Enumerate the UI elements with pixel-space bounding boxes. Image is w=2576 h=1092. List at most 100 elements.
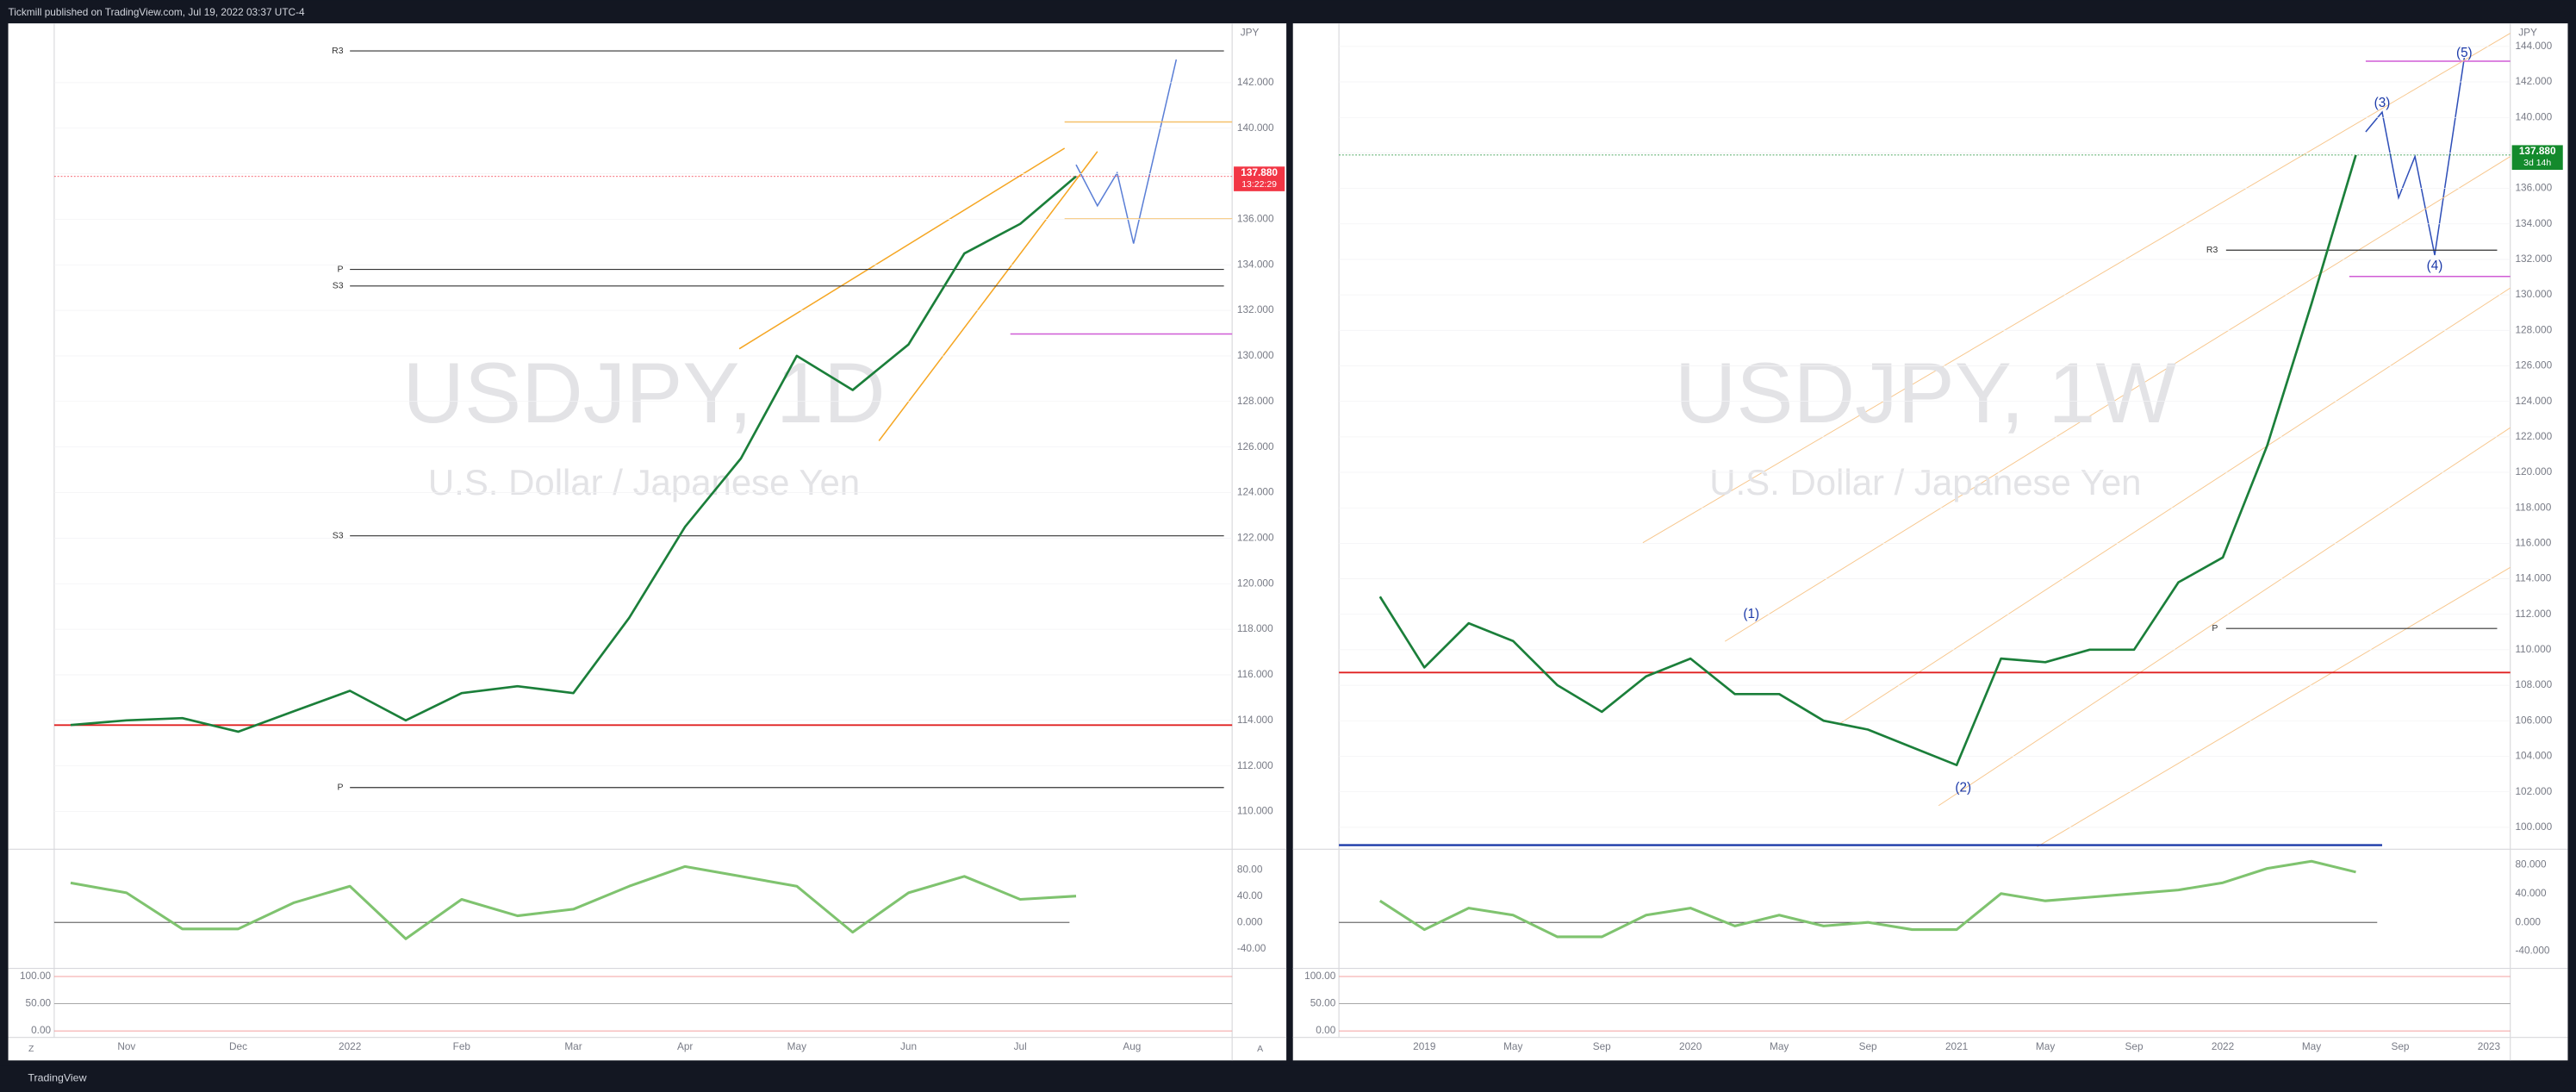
y-tick-label: 110.000 bbox=[2515, 643, 2551, 655]
x-tick-label: Mar bbox=[564, 1040, 582, 1052]
rsi-line bbox=[1378, 859, 2356, 939]
x-tick-label: Sep bbox=[1593, 1040, 1611, 1052]
y-tick-label: 80.00 bbox=[1237, 863, 1263, 875]
wave-label: (4) bbox=[2427, 259, 2443, 273]
right-panel bbox=[1292, 23, 2568, 1061]
y-tick-label: -40.00 bbox=[1237, 942, 1266, 954]
y-tick-label: 40.000 bbox=[2515, 887, 2547, 899]
x-tick-label: May bbox=[787, 1040, 806, 1052]
watermark-subtitle: U.S. Dollar / Japanese Yen bbox=[428, 462, 860, 502]
rsi-line bbox=[70, 864, 1077, 940]
y-tick-label: 134.000 bbox=[1237, 258, 1274, 270]
y-tick-label: 112.000 bbox=[1237, 759, 1273, 771]
y-tick-label: 140.000 bbox=[2515, 110, 2552, 122]
price-line bbox=[70, 175, 1077, 733]
y-tick-label: 102.000 bbox=[2515, 785, 2552, 797]
x-tick-label: May bbox=[2036, 1040, 2055, 1052]
stoch-tick-label: 50.00 bbox=[26, 997, 52, 1009]
y-tick-label: 110.000 bbox=[1237, 805, 1273, 817]
y-tick-label: 100.000 bbox=[2515, 821, 2552, 833]
y-tick-label: 118.000 bbox=[1237, 622, 1273, 634]
y-tick-label: 128.000 bbox=[1237, 395, 1274, 407]
price-tag-countdown: 13:22:29 bbox=[1241, 180, 1277, 190]
watermark-subtitle: U.S. Dollar / Japanese Yen bbox=[1709, 462, 2141, 502]
stoch-tick-label: 0.00 bbox=[31, 1024, 51, 1036]
stoch-tick-label: 100.00 bbox=[1304, 970, 1336, 982]
pivot-label: P bbox=[2212, 624, 2218, 633]
dividers bbox=[8, 23, 2568, 1061]
y-tick-label: 116.000 bbox=[2515, 537, 2551, 549]
x-tick-label: 2022 bbox=[339, 1040, 361, 1052]
x-tick-label: 2020 bbox=[1679, 1040, 1702, 1052]
wave-label: (3) bbox=[2374, 96, 2391, 110]
zoom-button[interactable]: Z bbox=[28, 1045, 34, 1054]
wave-label: (2) bbox=[1955, 781, 1971, 796]
y-tick-label: 124.000 bbox=[1237, 486, 1274, 498]
y-tick-label: 144.000 bbox=[2515, 40, 2552, 52]
price-tag bbox=[1234, 166, 1285, 191]
x-tick-label: May bbox=[1503, 1040, 1522, 1052]
y-tick-label: 122.000 bbox=[1237, 531, 1274, 543]
pivot-label: R3 bbox=[2206, 246, 2218, 255]
y-tick-label: 130.000 bbox=[2515, 288, 2552, 300]
y-tick-label: 136.000 bbox=[2515, 182, 2552, 194]
y-tick-label: 130.000 bbox=[1237, 349, 1274, 361]
auto-button[interactable]: A bbox=[1257, 1045, 1263, 1054]
y-tick-label: 118.000 bbox=[2515, 501, 2551, 513]
publish-line: Tickmill published on TradingView.com, J… bbox=[9, 6, 305, 18]
pivot-label: P bbox=[338, 783, 344, 793]
pivot-label: P bbox=[338, 265, 344, 274]
y-tick-label: 108.000 bbox=[2515, 678, 2552, 690]
y-tick-label: 126.000 bbox=[2515, 359, 2552, 371]
y-tick-label: 142.000 bbox=[2515, 75, 2552, 87]
y-tick-label: 132.000 bbox=[2515, 253, 2552, 265]
x-tick-label: 2021 bbox=[1945, 1040, 1968, 1052]
brand: TradingView bbox=[28, 1072, 86, 1084]
y-tick-label: 114.000 bbox=[1237, 714, 1273, 726]
price-line bbox=[1378, 154, 2357, 767]
y-tick-label: 80.000 bbox=[2515, 858, 2547, 870]
stoch-tick-label: 0.00 bbox=[1316, 1024, 1335, 1036]
y-tick-label: 0.000 bbox=[2515, 915, 2541, 927]
y-tick-label: 120.000 bbox=[2515, 465, 2552, 477]
y-tick-label: 140.000 bbox=[1237, 122, 1274, 134]
x-tick-label: Jul bbox=[1014, 1040, 1027, 1052]
x-tick-label: Aug bbox=[1123, 1040, 1141, 1052]
wave-label: (5) bbox=[2456, 46, 2473, 60]
unit-label: JPY bbox=[2518, 27, 2537, 39]
y-tick-label: 114.000 bbox=[2515, 572, 2551, 584]
x-tick-label: Dec bbox=[229, 1040, 247, 1052]
y-tick-label: 40.00 bbox=[1237, 889, 1263, 902]
stoch-tick-label: 50.00 bbox=[1310, 997, 1336, 1009]
y-tick-label: 0.000 bbox=[1237, 915, 1263, 927]
watermark-title: USDJPY, 1W bbox=[1675, 346, 2177, 441]
left-panel bbox=[8, 23, 1287, 1061]
y-tick-label: 112.000 bbox=[2515, 608, 2551, 620]
y-tick-label: 136.000 bbox=[1237, 213, 1274, 225]
x-tick-label: Sep bbox=[1859, 1040, 1877, 1052]
y-tick-label: 134.000 bbox=[2515, 217, 2552, 229]
y-tick-label: 128.000 bbox=[2515, 323, 2552, 335]
price-tag-value: 137.880 bbox=[1241, 166, 1278, 178]
x-tick-label: 2022 bbox=[2212, 1040, 2234, 1052]
x-tick-label: 2023 bbox=[2478, 1040, 2501, 1052]
x-tick-label: 2019 bbox=[1413, 1040, 1436, 1052]
unit-label: JPY bbox=[1241, 27, 1260, 39]
y-tick-label: 124.000 bbox=[2515, 395, 2552, 407]
pivot-label: R3 bbox=[332, 47, 344, 56]
x-tick-label: May bbox=[2302, 1040, 2321, 1052]
y-tick-label: 106.000 bbox=[2515, 714, 2552, 726]
x-tick-label: May bbox=[1770, 1040, 1789, 1052]
y-tick-label: 122.000 bbox=[2515, 430, 2552, 442]
y-tick-label: 104.000 bbox=[2515, 750, 2552, 762]
y-tick-label: 116.000 bbox=[1237, 668, 1273, 680]
stoch-tick-label: 100.00 bbox=[20, 970, 52, 982]
price-tag-countdown: 3d 14h bbox=[2523, 159, 2551, 168]
x-tick-label: Sep bbox=[2125, 1040, 2144, 1052]
watermark-title: USDJPY, 1D bbox=[402, 346, 885, 441]
pivot-label: S3 bbox=[333, 282, 344, 291]
y-tick-label: 126.000 bbox=[1237, 440, 1274, 452]
y-tick-label: 132.000 bbox=[1237, 303, 1274, 315]
